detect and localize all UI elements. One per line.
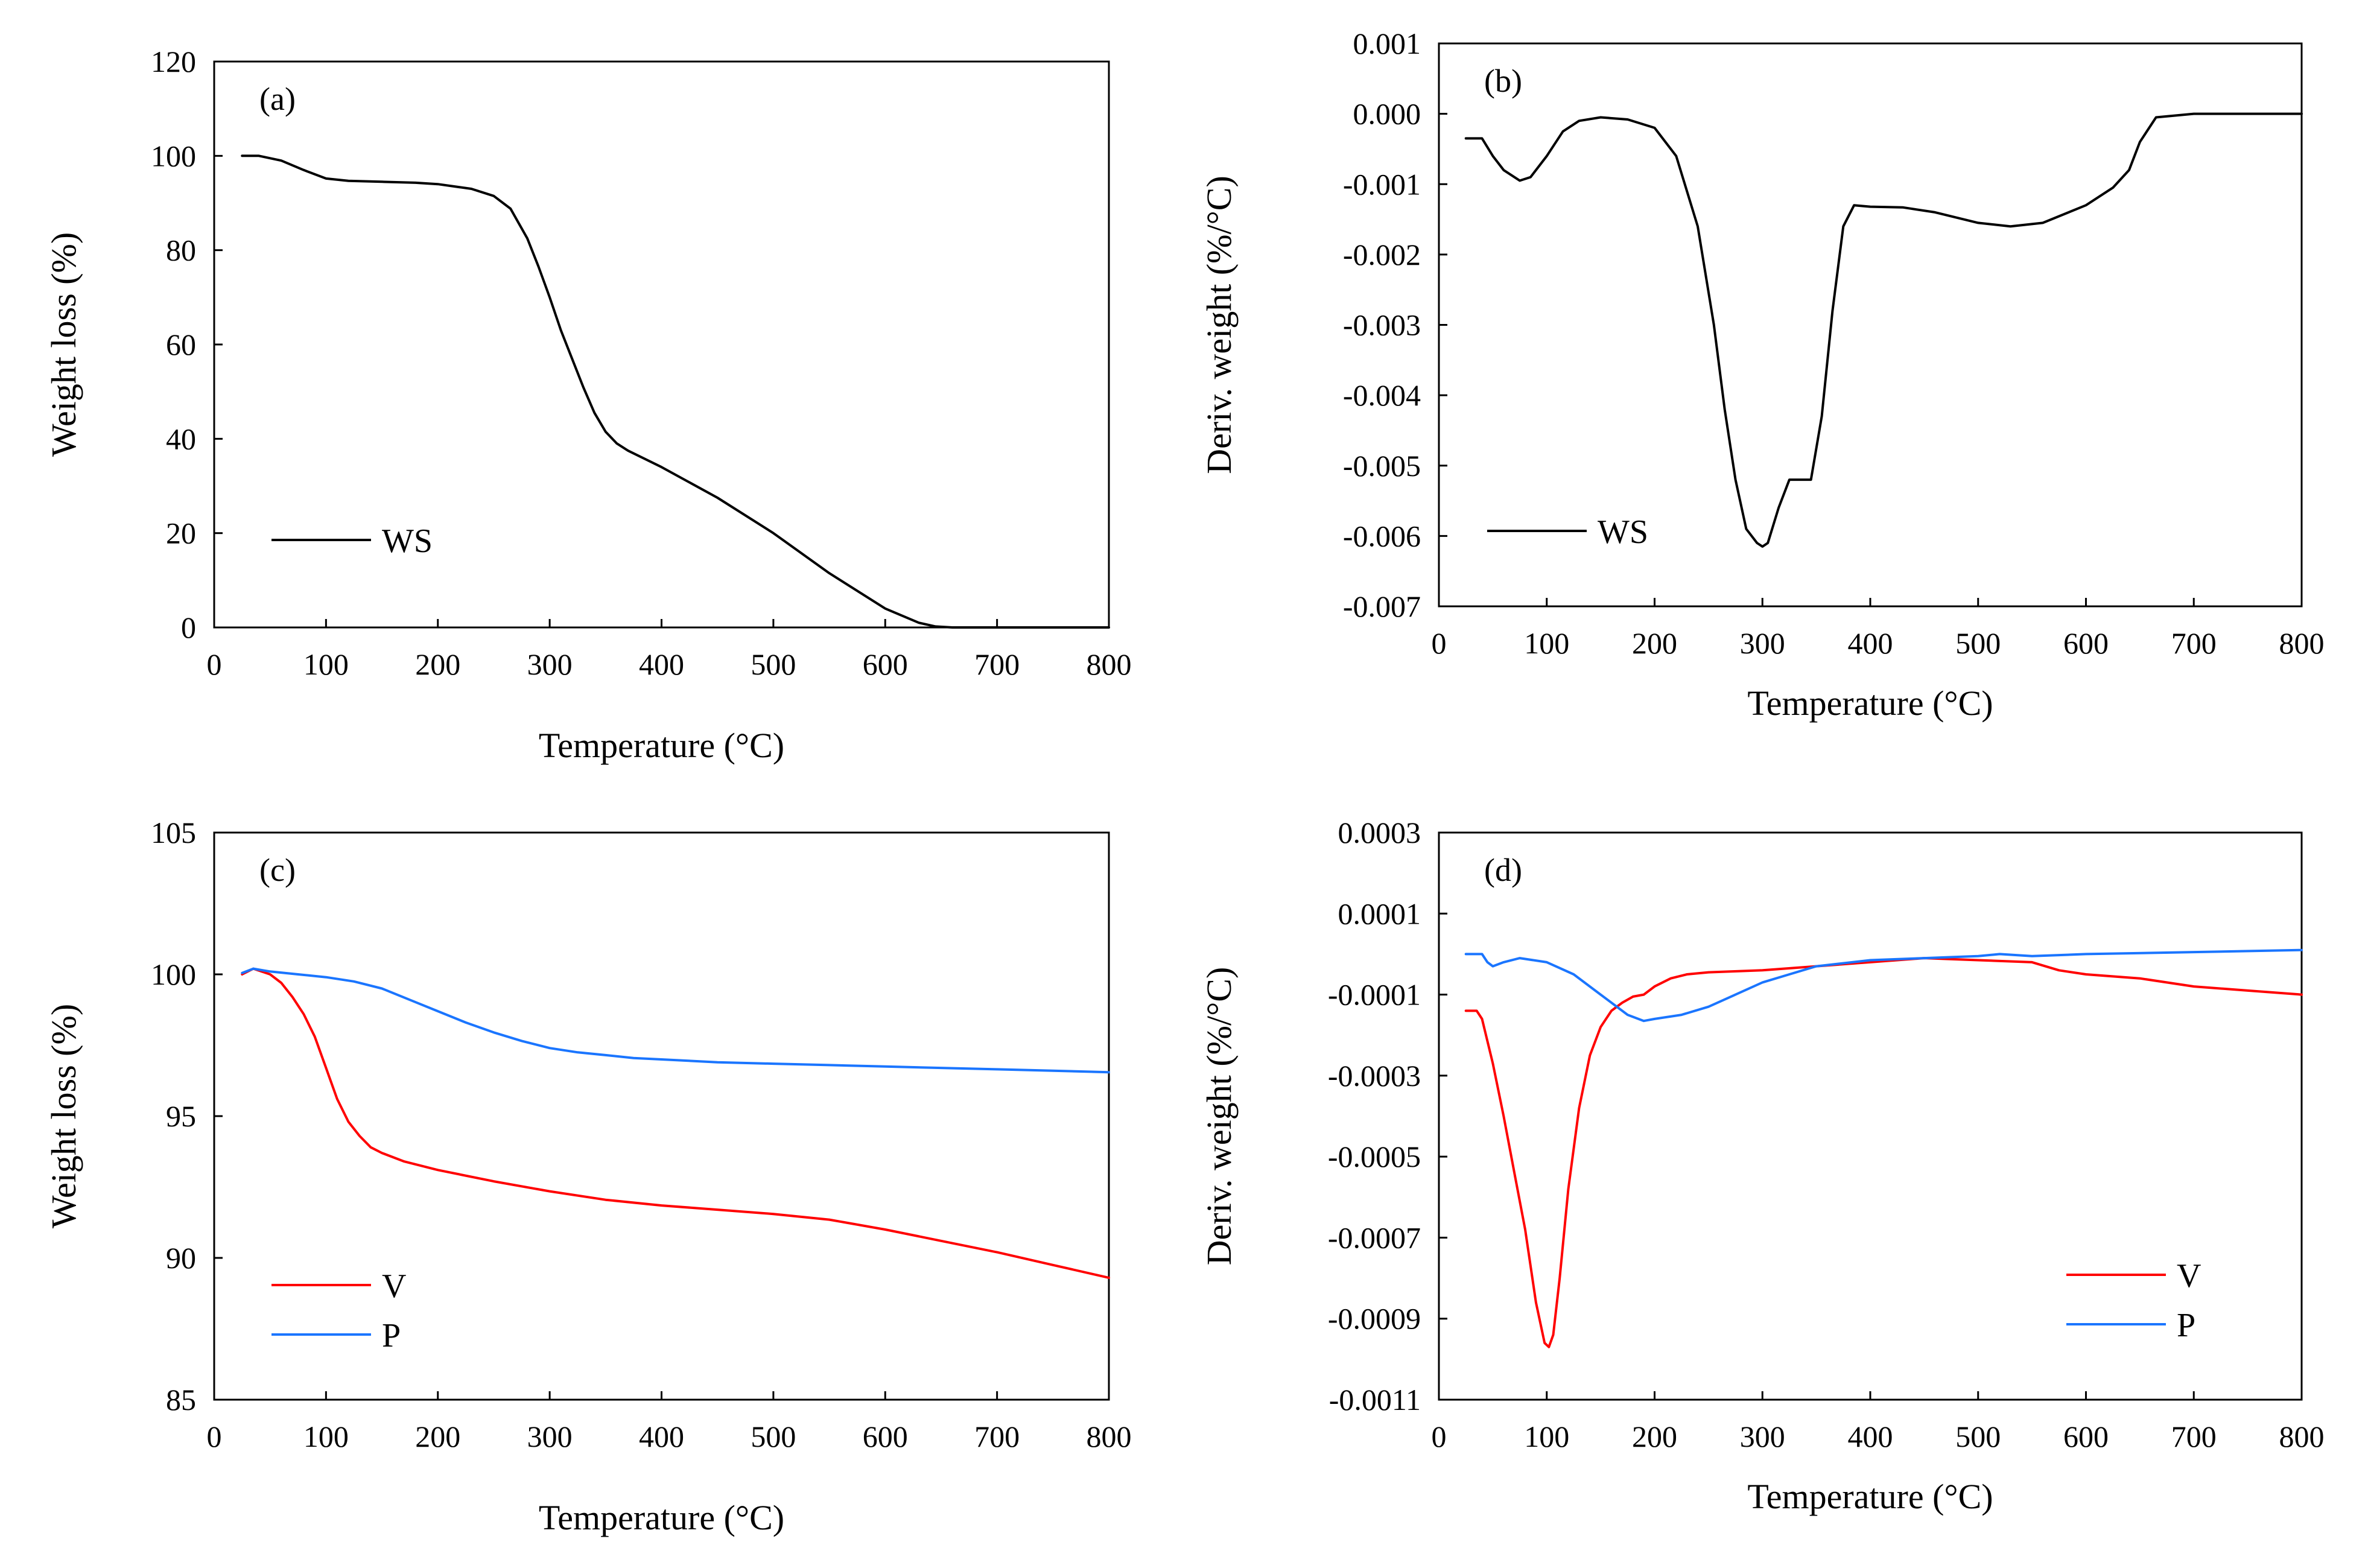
x-tick-label: 0 bbox=[207, 1420, 222, 1453]
x-tick-label: 300 bbox=[1740, 626, 1785, 660]
x-tick-label: 600 bbox=[863, 647, 908, 681]
y-tick-label: -0.0007 bbox=[1328, 1220, 1421, 1254]
x-tick-label: 300 bbox=[1740, 1420, 1785, 1453]
y-tick-label: -0.006 bbox=[1343, 519, 1421, 553]
plot-frame-d bbox=[1438, 831, 2303, 1401]
series-line-v bbox=[241, 967, 1110, 1279]
y-tick-label: 95 bbox=[166, 1099, 196, 1133]
x-tick-label: 800 bbox=[1087, 1420, 1132, 1453]
x-axis-title: Temperature (°C) bbox=[539, 1498, 784, 1537]
panel-b: 0 100 200 300 400 500 600 700 800 -0.007 -0.006 -0.… bbox=[1199, 27, 2325, 723]
series-line-ws bbox=[241, 154, 1110, 629]
y-tick-label: 100 bbox=[151, 139, 196, 173]
x-tick-label: 800 bbox=[2279, 626, 2325, 660]
y-tick-label: -0.003 bbox=[1343, 308, 1421, 342]
panel-label: (c) bbox=[259, 852, 296, 888]
y-tick-label: 120 bbox=[151, 45, 196, 78]
x-tick-label: 400 bbox=[639, 1420, 684, 1453]
x-axis-title: Temperature (°C) bbox=[1747, 684, 1993, 723]
legend-label: V bbox=[2177, 1257, 2201, 1295]
x-tick-label: 500 bbox=[751, 1420, 796, 1453]
x-tick-label: 700 bbox=[974, 647, 1020, 681]
y-axis-title: Deriv. weight (%/°C) bbox=[1199, 967, 1239, 1266]
x-tick-label: 0 bbox=[1432, 626, 1447, 660]
x-tick-label: 400 bbox=[1848, 626, 1893, 660]
x-tick-label: 200 bbox=[415, 1420, 460, 1453]
x-tick-label: 600 bbox=[2063, 626, 2109, 660]
y-tick-label: -0.002 bbox=[1343, 238, 1421, 271]
x-tick-label: 0 bbox=[1432, 1420, 1447, 1453]
y-tick-label: -0.007 bbox=[1343, 589, 1421, 623]
y-tick-label: -0.0005 bbox=[1328, 1140, 1421, 1173]
plot-frame-c bbox=[213, 831, 1110, 1401]
y-tick-label: 60 bbox=[166, 328, 196, 361]
x-tick-label: 400 bbox=[639, 647, 684, 681]
x-tick-label: 800 bbox=[2279, 1420, 2325, 1453]
x-tick-label: 800 bbox=[1087, 647, 1132, 681]
x-tick-label: 700 bbox=[2171, 1420, 2217, 1453]
series-line-ws bbox=[1464, 112, 2303, 548]
x-tick-label: 100 bbox=[303, 1420, 349, 1453]
x-tick-label: 500 bbox=[1955, 1420, 2001, 1453]
y-tick-label: 0.0003 bbox=[1338, 816, 1421, 849]
plot-frame-a bbox=[213, 60, 1110, 629]
y-tick-label: 0.000 bbox=[1353, 97, 1421, 131]
y-axis-title: Deriv. weight (%/°C) bbox=[1199, 176, 1239, 474]
x-tick-label: 100 bbox=[303, 647, 349, 681]
x-axis-title: Temperature (°C) bbox=[539, 726, 784, 765]
y-tick-label: -0.0001 bbox=[1328, 978, 1421, 1012]
x-tick-label: 300 bbox=[527, 647, 573, 681]
x-tick-label: 600 bbox=[2063, 1420, 2109, 1453]
y-tick-label: 105 bbox=[151, 816, 196, 849]
x-tick-label: 400 bbox=[1848, 1420, 1893, 1453]
y-tick-label: 20 bbox=[166, 516, 196, 550]
x-tick-label: 100 bbox=[1524, 626, 1569, 660]
series-line-v bbox=[1464, 957, 2303, 1348]
y-tick-label: -0.0011 bbox=[1329, 1383, 1421, 1417]
x-tick-label: 500 bbox=[1955, 626, 2001, 660]
x-tick-label: 700 bbox=[2171, 626, 2217, 660]
y-tick-label: 0 bbox=[181, 611, 196, 644]
y-tick-label: 0.001 bbox=[1353, 27, 1421, 60]
x-tick-label: 200 bbox=[415, 647, 460, 681]
series-line-p bbox=[1464, 948, 2303, 1023]
panel-label: (b) bbox=[1484, 63, 1522, 99]
legend-label: V bbox=[382, 1268, 406, 1305]
y-tick-label: 85 bbox=[166, 1383, 196, 1417]
y-tick-label: -0.001 bbox=[1343, 167, 1421, 201]
panel-d: 0 100 200 300 400 500 600 700 800 -0.0011 -0.0009 -… bbox=[1199, 816, 2325, 1516]
y-tick-label: 80 bbox=[166, 233, 196, 267]
y-tick-label: 40 bbox=[166, 422, 196, 455]
legend-label: P bbox=[382, 1317, 401, 1354]
x-tick-label: 200 bbox=[1632, 626, 1677, 660]
x-tick-label: 700 bbox=[974, 1420, 1020, 1453]
y-tick-label: 100 bbox=[151, 957, 196, 991]
panel-a: 0 100 200 300 400 500 600 700 800 0 20 40 60 80 100 120… bbox=[44, 45, 1132, 765]
x-tick-label: 300 bbox=[527, 1420, 573, 1453]
y-tick-label: 90 bbox=[166, 1241, 196, 1275]
legend-label: WS bbox=[1598, 513, 1648, 551]
y-tick-label: 0.0001 bbox=[1338, 897, 1421, 930]
y-axis-title: Weight loss (%) bbox=[44, 1004, 83, 1228]
panel-label: (d) bbox=[1484, 852, 1522, 888]
y-tick-label: -0.004 bbox=[1343, 378, 1421, 412]
legend-label: P bbox=[2177, 1307, 2195, 1344]
y-tick-label: -0.005 bbox=[1343, 449, 1421, 483]
panel-c: 0 100 200 300 400 500 600 700 800 85 90 95 100 105 Tem… bbox=[44, 816, 1132, 1537]
y-tick-label: -0.0003 bbox=[1328, 1059, 1421, 1093]
x-axis-title: Temperature (°C) bbox=[1747, 1477, 1993, 1516]
x-tick-label: 500 bbox=[751, 647, 796, 681]
series-line-p bbox=[241, 967, 1110, 1074]
x-tick-label: 200 bbox=[1632, 1420, 1677, 1453]
legend-label: WS bbox=[382, 522, 433, 560]
panel-label: (a) bbox=[259, 81, 296, 117]
y-tick-label: -0.0009 bbox=[1328, 1302, 1421, 1336]
x-tick-label: 100 bbox=[1524, 1420, 1569, 1453]
x-tick-label: 600 bbox=[863, 1420, 908, 1453]
y-axis-title: Weight loss (%) bbox=[44, 232, 83, 457]
x-tick-label: 0 bbox=[207, 647, 222, 681]
